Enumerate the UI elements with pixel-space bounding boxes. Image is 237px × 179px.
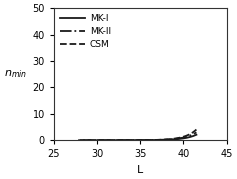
CSM bbox=[77, 139, 79, 141]
CSM bbox=[163, 139, 166, 141]
CSM bbox=[94, 139, 96, 141]
MK-I bbox=[175, 138, 178, 140]
MK-II bbox=[97, 139, 100, 141]
X-axis label: L: L bbox=[137, 165, 143, 175]
MK-II bbox=[148, 139, 150, 141]
Line: MK-II: MK-II bbox=[80, 132, 196, 140]
CSM bbox=[111, 139, 114, 141]
Line: CSM: CSM bbox=[78, 130, 196, 140]
CSM bbox=[188, 133, 191, 136]
Y-axis label: $n_{min}$: $n_{min}$ bbox=[4, 68, 27, 80]
MK-II bbox=[170, 138, 173, 140]
CSM bbox=[95, 139, 97, 141]
MK-I bbox=[132, 139, 134, 141]
MK-I bbox=[110, 139, 113, 141]
MK-II bbox=[78, 139, 81, 141]
MK-II bbox=[97, 139, 100, 141]
MK-I bbox=[115, 139, 118, 141]
Line: MK-I: MK-I bbox=[84, 135, 196, 140]
MK-II bbox=[93, 139, 96, 141]
Legend: MK-I, MK-II, CSM: MK-I, MK-II, CSM bbox=[58, 13, 113, 50]
MK-II bbox=[195, 131, 198, 133]
MK-I bbox=[83, 139, 86, 141]
MK-I bbox=[195, 134, 198, 136]
CSM bbox=[169, 138, 172, 140]
CSM bbox=[195, 129, 198, 131]
MK-I bbox=[98, 139, 101, 141]
MK-I bbox=[98, 139, 100, 141]
MK-II bbox=[92, 139, 95, 141]
